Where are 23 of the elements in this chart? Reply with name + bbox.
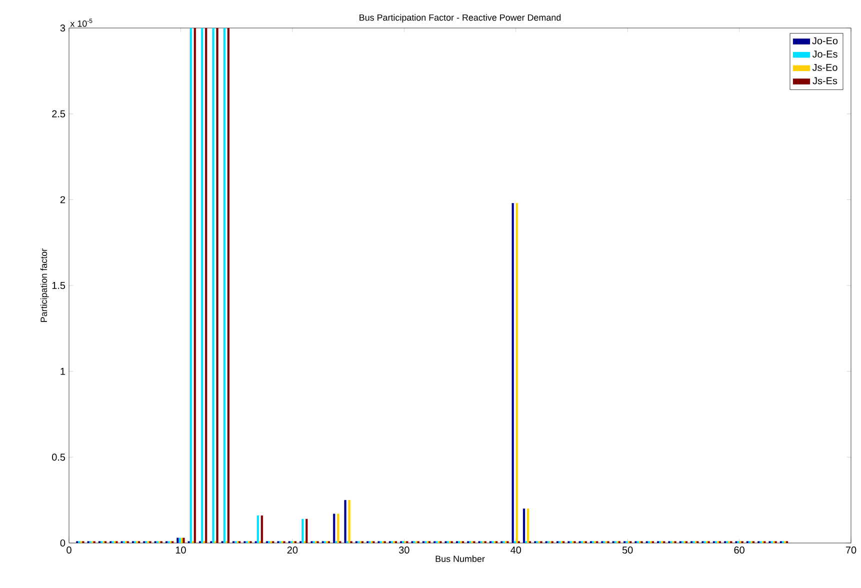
y-tick-label: 2 [60, 196, 65, 204]
x-tick-label: 60 [734, 546, 744, 554]
x-tick-label: 40 [510, 546, 522, 554]
legend-label: Js-Es [812, 77, 838, 84]
x-tick-label: 50 [622, 546, 633, 554]
x-axis-title: Bus Number [436, 555, 485, 562]
y-tick-label: 0 [60, 539, 66, 547]
y-axis-title: Participation factor [40, 248, 49, 322]
y-tick-label: 1 [60, 368, 66, 375]
chart-title: Bus Participation Factor - Reactive Power Demand [360, 14, 561, 22]
x-tick-label: 10 [176, 546, 186, 554]
y-tick-label: 0.5 [52, 454, 66, 461]
y-tick-label: 2.5 [52, 110, 66, 118]
y-tick-label: 3 [60, 24, 66, 32]
x-tick-label: 70 [846, 546, 856, 554]
legend-label: Jo-Eo [812, 37, 838, 44]
y-tick-label: 1.5 [52, 282, 66, 289]
x-tick-label: 30 [398, 546, 410, 554]
legend-label: Js-Eo [812, 64, 838, 71]
x-tick-label: 0 [66, 546, 72, 554]
x-tick-label: 20 [287, 546, 298, 554]
text: x 10$^{-5}$ [70, 18, 92, 27]
legend-label: Jo-Es [812, 50, 838, 58]
